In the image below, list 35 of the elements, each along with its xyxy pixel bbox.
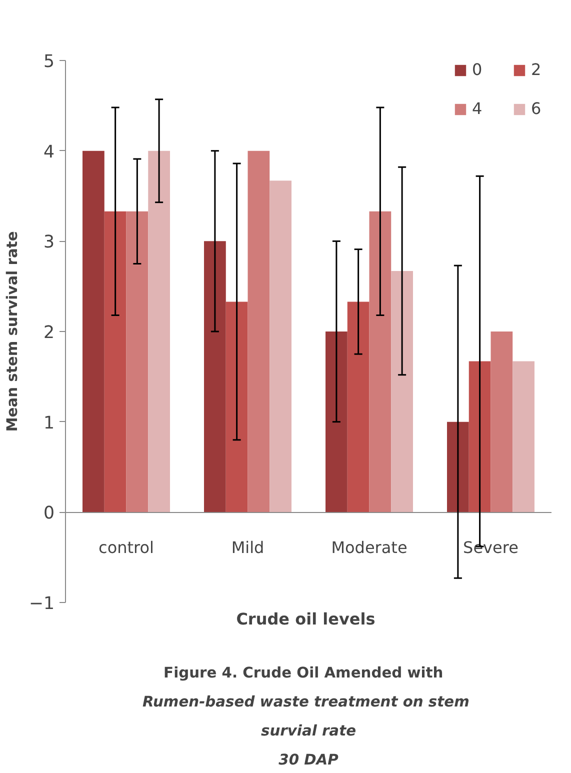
bar bbox=[490, 332, 513, 512]
x-axis-title: Crude oil levels bbox=[236, 610, 376, 628]
bar bbox=[512, 361, 534, 512]
y-axis-title: Mean stem survival rate bbox=[4, 231, 21, 432]
bar bbox=[126, 211, 148, 512]
y-tick-label: 5 bbox=[43, 52, 55, 72]
y-tick-label: 4 bbox=[43, 142, 55, 162]
x-tick-label: Severe bbox=[463, 538, 518, 558]
y-tick-label: 0 bbox=[43, 504, 55, 524]
bar bbox=[326, 332, 348, 512]
bar bbox=[391, 270, 413, 512]
legend-label: 2 bbox=[531, 60, 542, 79]
bar bbox=[270, 180, 292, 512]
bar bbox=[204, 241, 226, 512]
x-tick-label: Moderate bbox=[331, 538, 408, 558]
bar bbox=[104, 211, 126, 512]
bar bbox=[468, 361, 491, 512]
y-tick-label: 3 bbox=[43, 232, 55, 253]
y-tick-label: −1 bbox=[28, 594, 55, 614]
x-tick-label: Mild bbox=[231, 538, 264, 558]
bar bbox=[447, 422, 469, 512]
legend-label: 4 bbox=[472, 99, 484, 118]
y-tick-label: 2 bbox=[43, 323, 55, 343]
y-tick-label: 1 bbox=[43, 413, 55, 434]
x-tick-label: control bbox=[98, 538, 154, 558]
bar bbox=[226, 302, 248, 512]
bar bbox=[369, 211, 392, 512]
bar bbox=[148, 150, 170, 512]
text: 30 DAP bbox=[278, 752, 339, 768]
bar bbox=[82, 150, 104, 512]
legend-label: 6 bbox=[531, 99, 542, 118]
bar bbox=[347, 302, 370, 512]
bar bbox=[248, 150, 270, 512]
legend-label: 0 bbox=[472, 60, 484, 79]
text: Figure 4. Crude Oil Amended with Rumen-based waste treatment on stem survial rate bbox=[142, 664, 470, 740]
